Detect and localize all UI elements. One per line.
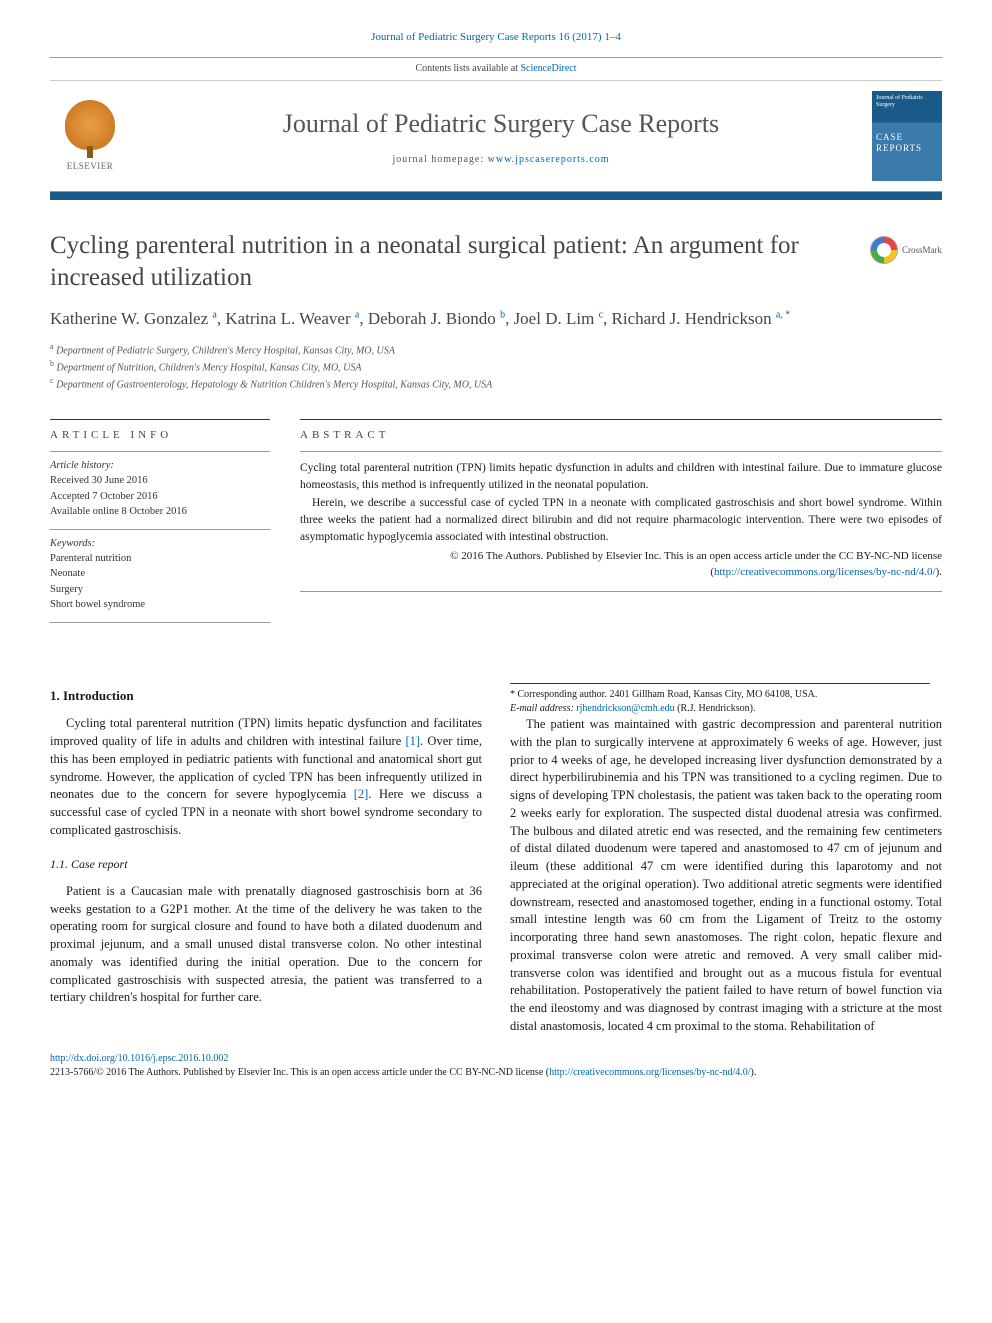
citation-line: Journal of Pediatric Surgery Case Report… <box>50 30 942 45</box>
elsevier-logo: ELSEVIER <box>50 96 130 176</box>
crossmark-label: CrossMark <box>902 244 942 257</box>
corr-address: 2401 Gillham Road, Kansas City, MO 64108… <box>609 689 817 700</box>
issn-prefix: 2213-5766/© 2016 The Authors. Published … <box>50 1067 549 1078</box>
email-label: E-mail address: <box>510 703 576 714</box>
page-footer: http://dx.doi.org/10.1016/j.epsc.2016.10… <box>50 1052 942 1080</box>
body-text: 1. Introduction Cycling total parenteral… <box>50 683 942 1036</box>
homepage-label: journal homepage: <box>392 154 487 165</box>
history-line: Accepted 7 October 2016 <box>50 489 270 504</box>
keyword: Parenteral nutrition <box>50 551 270 566</box>
section-11-heading: 1.1. Case report <box>50 856 482 873</box>
author-list: Katherine W. Gonzalez a, Katrina L. Weav… <box>50 307 942 331</box>
article-history: Article history: Received 30 June 2016Ac… <box>50 451 270 529</box>
copyright-suffix: ). <box>936 566 942 578</box>
abstract-text: Cycling total parenteral nutrition (TPN)… <box>300 451 942 592</box>
crossmark-icon <box>870 236 898 264</box>
section-1-heading: 1. Introduction <box>50 687 482 705</box>
elsevier-label: ELSEVIER <box>67 160 114 173</box>
sciencedirect-link[interactable]: ScienceDirect <box>520 63 576 74</box>
accent-bar <box>50 192 942 200</box>
section-11-p1: Patient is a Caucasian male with prenata… <box>50 883 482 1007</box>
license-link[interactable]: http://creativecommons.org/licenses/by-n… <box>714 566 936 578</box>
keywords-label: Keywords: <box>50 536 270 551</box>
contents-prefix: Contents lists available at <box>415 63 520 74</box>
abstract-p2: Herein, we describe a successful case of… <box>300 495 942 545</box>
corresponding-author-footnote: * Corresponding author. 2401 Gillham Roa… <box>510 683 930 716</box>
cover-top-text: Journal of Pediatric Surgery <box>876 95 938 108</box>
elsevier-tree-icon <box>65 100 115 150</box>
corr-email-link[interactable]: rjhendrickson@cmh.edu <box>576 703 674 714</box>
cover-mid-text: CASE REPORTS <box>876 132 938 154</box>
keyword: Surgery <box>50 582 270 597</box>
journal-title: Journal of Pediatric Surgery Case Report… <box>130 106 872 142</box>
journal-homepage: journal homepage: www.jpscasereports.com <box>130 153 872 167</box>
affiliations: a Department of Pediatric Surgery, Child… <box>50 341 942 393</box>
article-info-heading: ARTICLE INFO <box>50 419 270 443</box>
section-1-p1: Cycling total parenteral nutrition (TPN)… <box>50 715 482 839</box>
homepage-link[interactable]: www.jpscasereports.com <box>488 154 610 165</box>
journal-cover-thumb: Journal of Pediatric Surgery CASE REPORT… <box>872 91 942 181</box>
article-title: Cycling parenteral nutrition in a neonat… <box>50 230 800 293</box>
corr-label: * Corresponding author. <box>510 689 609 700</box>
keywords-block: Keywords: Parenteral nutritionNeonateSur… <box>50 529 270 623</box>
history-label: Article history: <box>50 458 270 473</box>
keyword: Short bowel syndrome <box>50 597 270 612</box>
doi-link[interactable]: http://dx.doi.org/10.1016/j.epsc.2016.10… <box>50 1053 228 1064</box>
abstract-heading: ABSTRACT <box>300 419 942 443</box>
crossmark-widget[interactable]: CrossMark <box>870 236 942 264</box>
keyword: Neonate <box>50 566 270 581</box>
masthead: Contents lists available at ScienceDirec… <box>50 57 942 192</box>
issn-suffix: ). <box>751 1067 757 1078</box>
history-line: Received 30 June 2016 <box>50 473 270 488</box>
corr-email-name: (R.J. Hendrickson). <box>675 703 756 714</box>
ref-1-link[interactable]: [1] <box>405 734 420 748</box>
footer-license-link[interactable]: http://creativecommons.org/licenses/by-n… <box>549 1067 750 1078</box>
history-line: Available online 8 October 2016 <box>50 504 270 519</box>
abstract-copyright: © 2016 The Authors. Published by Elsevie… <box>300 549 942 581</box>
contents-line: Contents lists available at ScienceDirec… <box>50 58 942 81</box>
section-11-p2: The patient was maintained with gastric … <box>510 716 942 1036</box>
ref-2-link[interactable]: [2] <box>354 787 369 801</box>
abstract-p1: Cycling total parenteral nutrition (TPN)… <box>300 460 942 493</box>
